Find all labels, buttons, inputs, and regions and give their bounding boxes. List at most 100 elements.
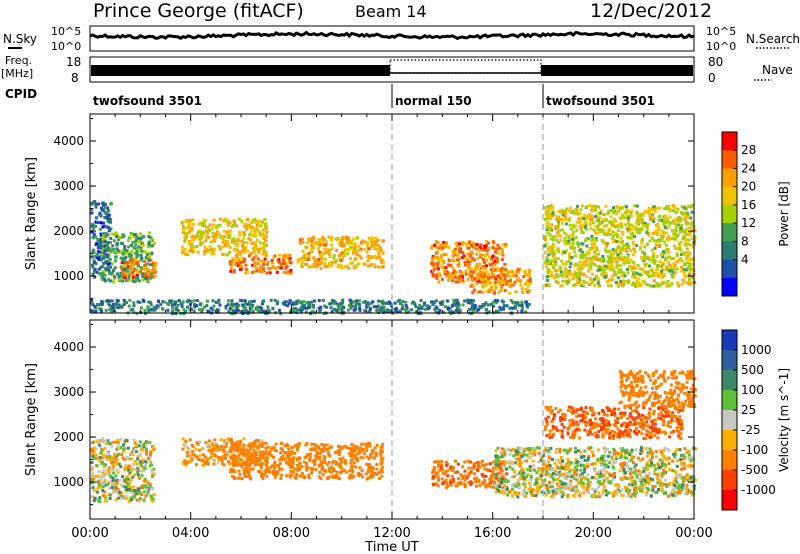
- velocity-cell: [124, 465, 128, 469]
- power-cell: [479, 243, 483, 247]
- power-cell: [502, 280, 506, 284]
- power-cell: [107, 254, 111, 258]
- power-cell: [271, 307, 275, 311]
- power-cell: [159, 303, 163, 306]
- power-cell: [589, 218, 593, 222]
- velocity-cell: [469, 470, 473, 474]
- power-cell: [626, 267, 629, 271]
- velocity-cell: [121, 475, 125, 479]
- power-cell: [436, 262, 440, 266]
- velocity-cell: [213, 438, 217, 442]
- power-cell: [95, 270, 99, 274]
- power-cell: [642, 212, 645, 216]
- velocity-cell: [211, 442, 215, 446]
- power-cell: [493, 263, 497, 267]
- velocity-cell: [198, 448, 202, 452]
- velocity-cell: [352, 475, 356, 479]
- power-cell: [112, 306, 116, 310]
- power-cell: [228, 250, 232, 254]
- power-cell: [147, 274, 151, 278]
- velocity-cell: [254, 442, 258, 446]
- power-cell: [199, 232, 203, 236]
- velocity-cell: [289, 470, 293, 473]
- power-cell: [244, 309, 248, 313]
- velocity-cell: [372, 456, 376, 460]
- velocity-cell: [96, 474, 100, 478]
- power-cell: [579, 208, 583, 212]
- power-cell: [337, 263, 341, 267]
- power-cell: [652, 219, 656, 223]
- power-cell: [325, 247, 329, 251]
- power-cell: [504, 245, 508, 249]
- power-cell: [255, 266, 259, 270]
- velocity-cell: [113, 461, 117, 465]
- power-cell: [242, 236, 246, 240]
- power-cell: [620, 216, 624, 220]
- power-cell: [545, 257, 549, 261]
- power-cell: [454, 242, 458, 245]
- power-cell: [100, 221, 104, 225]
- velocity-cell: [325, 443, 329, 447]
- velocity-cell: [348, 447, 352, 451]
- power-cell: [381, 310, 385, 314]
- power-cell: [635, 244, 639, 247]
- power-cell: [184, 220, 188, 224]
- velocity-cell: [140, 493, 144, 497]
- power-cell: [484, 283, 488, 287]
- velocity-cell: [380, 445, 384, 449]
- power-cell: [204, 235, 208, 238]
- velocity-cell: [360, 475, 364, 479]
- power-cell: [176, 308, 180, 312]
- power-cell: [634, 276, 637, 279]
- velocity-cell: [339, 466, 343, 470]
- power-cell: [207, 248, 211, 252]
- power-cell: [239, 251, 243, 254]
- power-cell: [626, 235, 630, 239]
- power-cell: [254, 254, 258, 258]
- velocity-cell: [455, 470, 459, 474]
- power-cell: [107, 229, 111, 233]
- velocity-cell: [227, 438, 231, 442]
- velocity-cell: [125, 475, 129, 479]
- power-cell: [675, 281, 679, 285]
- power-cell: [615, 264, 619, 268]
- velocity-cell: [444, 463, 448, 467]
- power-cell: [112, 239, 116, 243]
- power-cell: [312, 237, 316, 241]
- velocity-cell: [248, 444, 252, 448]
- power-cell: [256, 309, 260, 313]
- power-cell: [191, 218, 195, 222]
- power-cell: [615, 233, 619, 237]
- power-cell: [255, 269, 259, 273]
- velocity-cell: [144, 494, 148, 498]
- velocity-cell: [338, 464, 342, 468]
- velocity-cell: [138, 497, 142, 500]
- power-cell: [456, 306, 460, 310]
- power-cell: [365, 305, 369, 309]
- velocity-cell: [451, 466, 455, 470]
- power-cell: [563, 251, 567, 254]
- velocity-cell: [133, 441, 137, 445]
- power-cell: [483, 280, 487, 284]
- velocity-cell: [247, 473, 251, 477]
- power-cell: [264, 250, 268, 254]
- velocity-cell: [184, 439, 188, 443]
- velocity-cell: [108, 497, 112, 500]
- velocity-cell: [98, 500, 102, 504]
- power-cell: [454, 270, 458, 274]
- power-cell: [645, 242, 649, 246]
- power-cell: [470, 256, 474, 260]
- power-cell: [434, 265, 438, 269]
- velocity-cell: [543, 449, 547, 453]
- power-cell: [633, 250, 637, 254]
- power-cell: [120, 267, 124, 271]
- power-cell: [120, 242, 124, 245]
- power-cell: [242, 230, 246, 234]
- power-cell: [681, 229, 685, 233]
- power-cell: [249, 252, 253, 256]
- velocity-cell: [298, 474, 302, 478]
- power-cell: [470, 283, 474, 287]
- power-cell: [630, 209, 634, 213]
- power-cell: [128, 252, 132, 256]
- power-cell: [546, 275, 549, 279]
